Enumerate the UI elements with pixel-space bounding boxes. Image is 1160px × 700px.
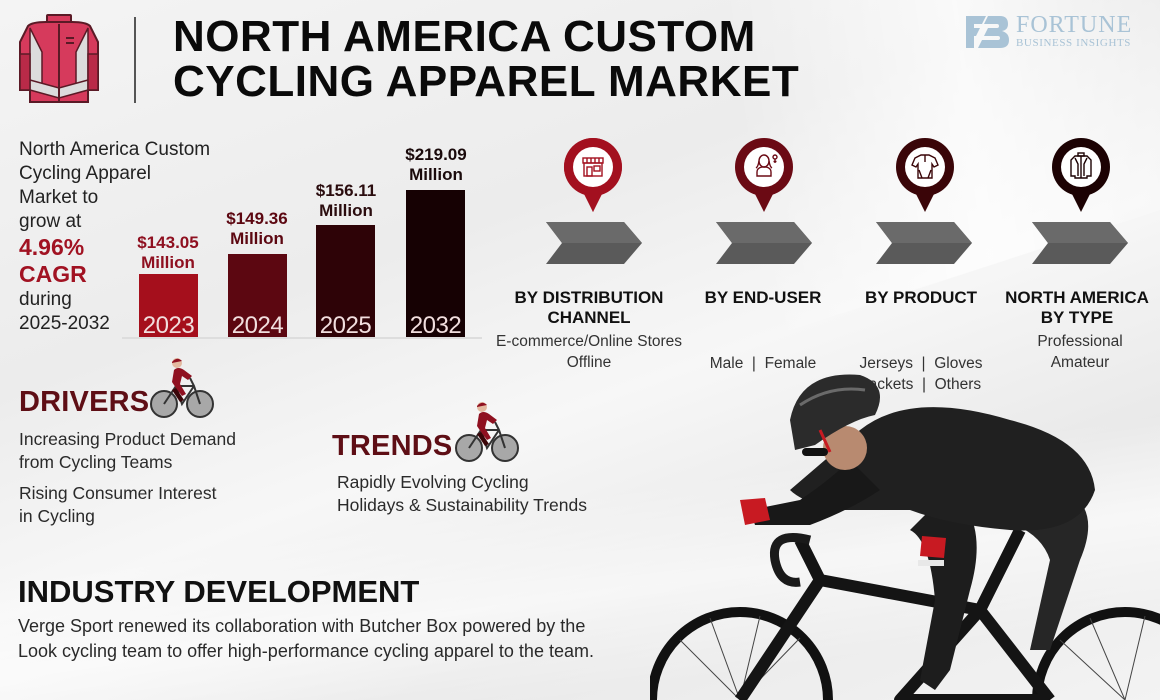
industry-development-text: Verge Sport renewed its collaboration wi… — [18, 616, 594, 661]
logo-line-2: BUSINESS INSIGHTS — [1016, 37, 1132, 49]
chevron-arrow-icon — [716, 222, 812, 264]
trend-item: Rapidly Evolving Cycling — [337, 472, 529, 492]
bar-value-label: $149.36 Million — [226, 209, 288, 248]
cagr-value: 4.96% — [19, 234, 85, 260]
bar-2023: 2023 — [139, 274, 198, 339]
chevron-arrow-icon — [546, 222, 642, 264]
drivers-list: Increasing Product Demand from Cycling T… — [19, 428, 279, 528]
cycling-jacket-outline-icon — [1070, 152, 1092, 179]
intro-line: Cycling Apparel — [19, 163, 152, 184]
segment-title-distribution: BY DISTRIBUTION CHANNEL — [514, 288, 664, 327]
bar-2024: 2024 — [228, 254, 287, 339]
map-pin-storefront — [563, 138, 622, 212]
bar-year-label: 2025 — [319, 312, 372, 339]
storefront-icon — [582, 157, 604, 177]
segment-items-end-user: Male | Female — [709, 355, 817, 372]
segment-title-type: NORTH AMERICA BY TYPE — [1005, 288, 1149, 327]
drivers-header: DRIVERS — [19, 386, 149, 419]
forecast-period: 2025-2032 — [19, 313, 110, 334]
segment-items-distribution: E-commerce/Online Stores Offline — [495, 333, 683, 371]
bar-year-label: 2032 — [409, 312, 462, 339]
trends-heading: TRENDS — [332, 430, 453, 462]
cyclist-icon — [150, 358, 214, 418]
segment-title-end-user: BY END-USER — [704, 288, 822, 307]
industry-development-heading: INDUSTRY DEVELOPMENT — [18, 574, 420, 609]
jersey-icon — [911, 154, 939, 179]
bar-year-label: 2024 — [231, 312, 284, 339]
segment-title-product: BY PRODUCT — [864, 288, 978, 307]
trend-item: Holidays & Sustainability Trends — [337, 495, 587, 515]
cagr-label: CAGR — [19, 261, 87, 287]
map-pin-type — [1052, 138, 1110, 212]
bar-value-label: $143.05 Million — [137, 233, 199, 272]
cyclist-icon — [455, 402, 519, 462]
driver-item: Rising Consumer Interest — [19, 483, 217, 503]
bar-year-label: 2023 — [142, 312, 195, 339]
segment-items-type: Professional Amateur — [1037, 333, 1123, 371]
intro-line: North America Custom — [19, 139, 211, 160]
map-pin-end-user — [735, 138, 793, 212]
bar-value-label: $219.09 Million — [405, 145, 467, 184]
female-user-icon — [755, 154, 778, 177]
intro-line: Market to — [19, 187, 99, 208]
trends-header: TRENDS — [332, 430, 452, 463]
logo-line-1: FORTUNE — [1016, 12, 1133, 38]
cagr-summary: North America Custom Cycling Apparel Mar… — [19, 138, 229, 336]
trends-list: Rapidly Evolving Cycling Holidays & Sust… — [337, 471, 637, 517]
drivers-heading: DRIVERS — [19, 386, 150, 418]
intro-line: grow at — [19, 211, 82, 232]
title-line-2: CYCLING APPAREL MARKET — [173, 57, 800, 106]
fb-monogram-icon — [966, 16, 1009, 48]
bar-2025: 2025 — [316, 225, 375, 339]
cycling-jacket-icon — [19, 14, 99, 103]
driver-item: from Cycling Teams — [19, 452, 173, 472]
bar-value-label: $156.11 Million — [315, 181, 377, 220]
bar-2032: 2032 — [406, 190, 465, 339]
chevron-arrow-icon — [876, 222, 972, 264]
driver-item: Increasing Product Demand — [19, 429, 236, 449]
chart-baseline — [122, 337, 482, 339]
road-cyclist-photo — [650, 374, 1160, 700]
header-divider — [134, 17, 136, 103]
chevron-arrow-icon — [1032, 222, 1128, 264]
segment-items-product: Jerseys | Gloves Jackets | Others — [859, 355, 983, 393]
fortune-business-insights-logo: FORTUNE BUSINESS INSIGHTS — [964, 12, 1154, 52]
intro-line: during — [19, 289, 72, 310]
driver-item: in Cycling — [19, 506, 95, 526]
map-pin-product — [896, 138, 954, 212]
page-title: NORTH AMERICA CUSTOM CYCLING APPAREL MAR… — [173, 14, 799, 104]
title-line-1: NORTH AMERICA CUSTOM — [173, 12, 756, 61]
